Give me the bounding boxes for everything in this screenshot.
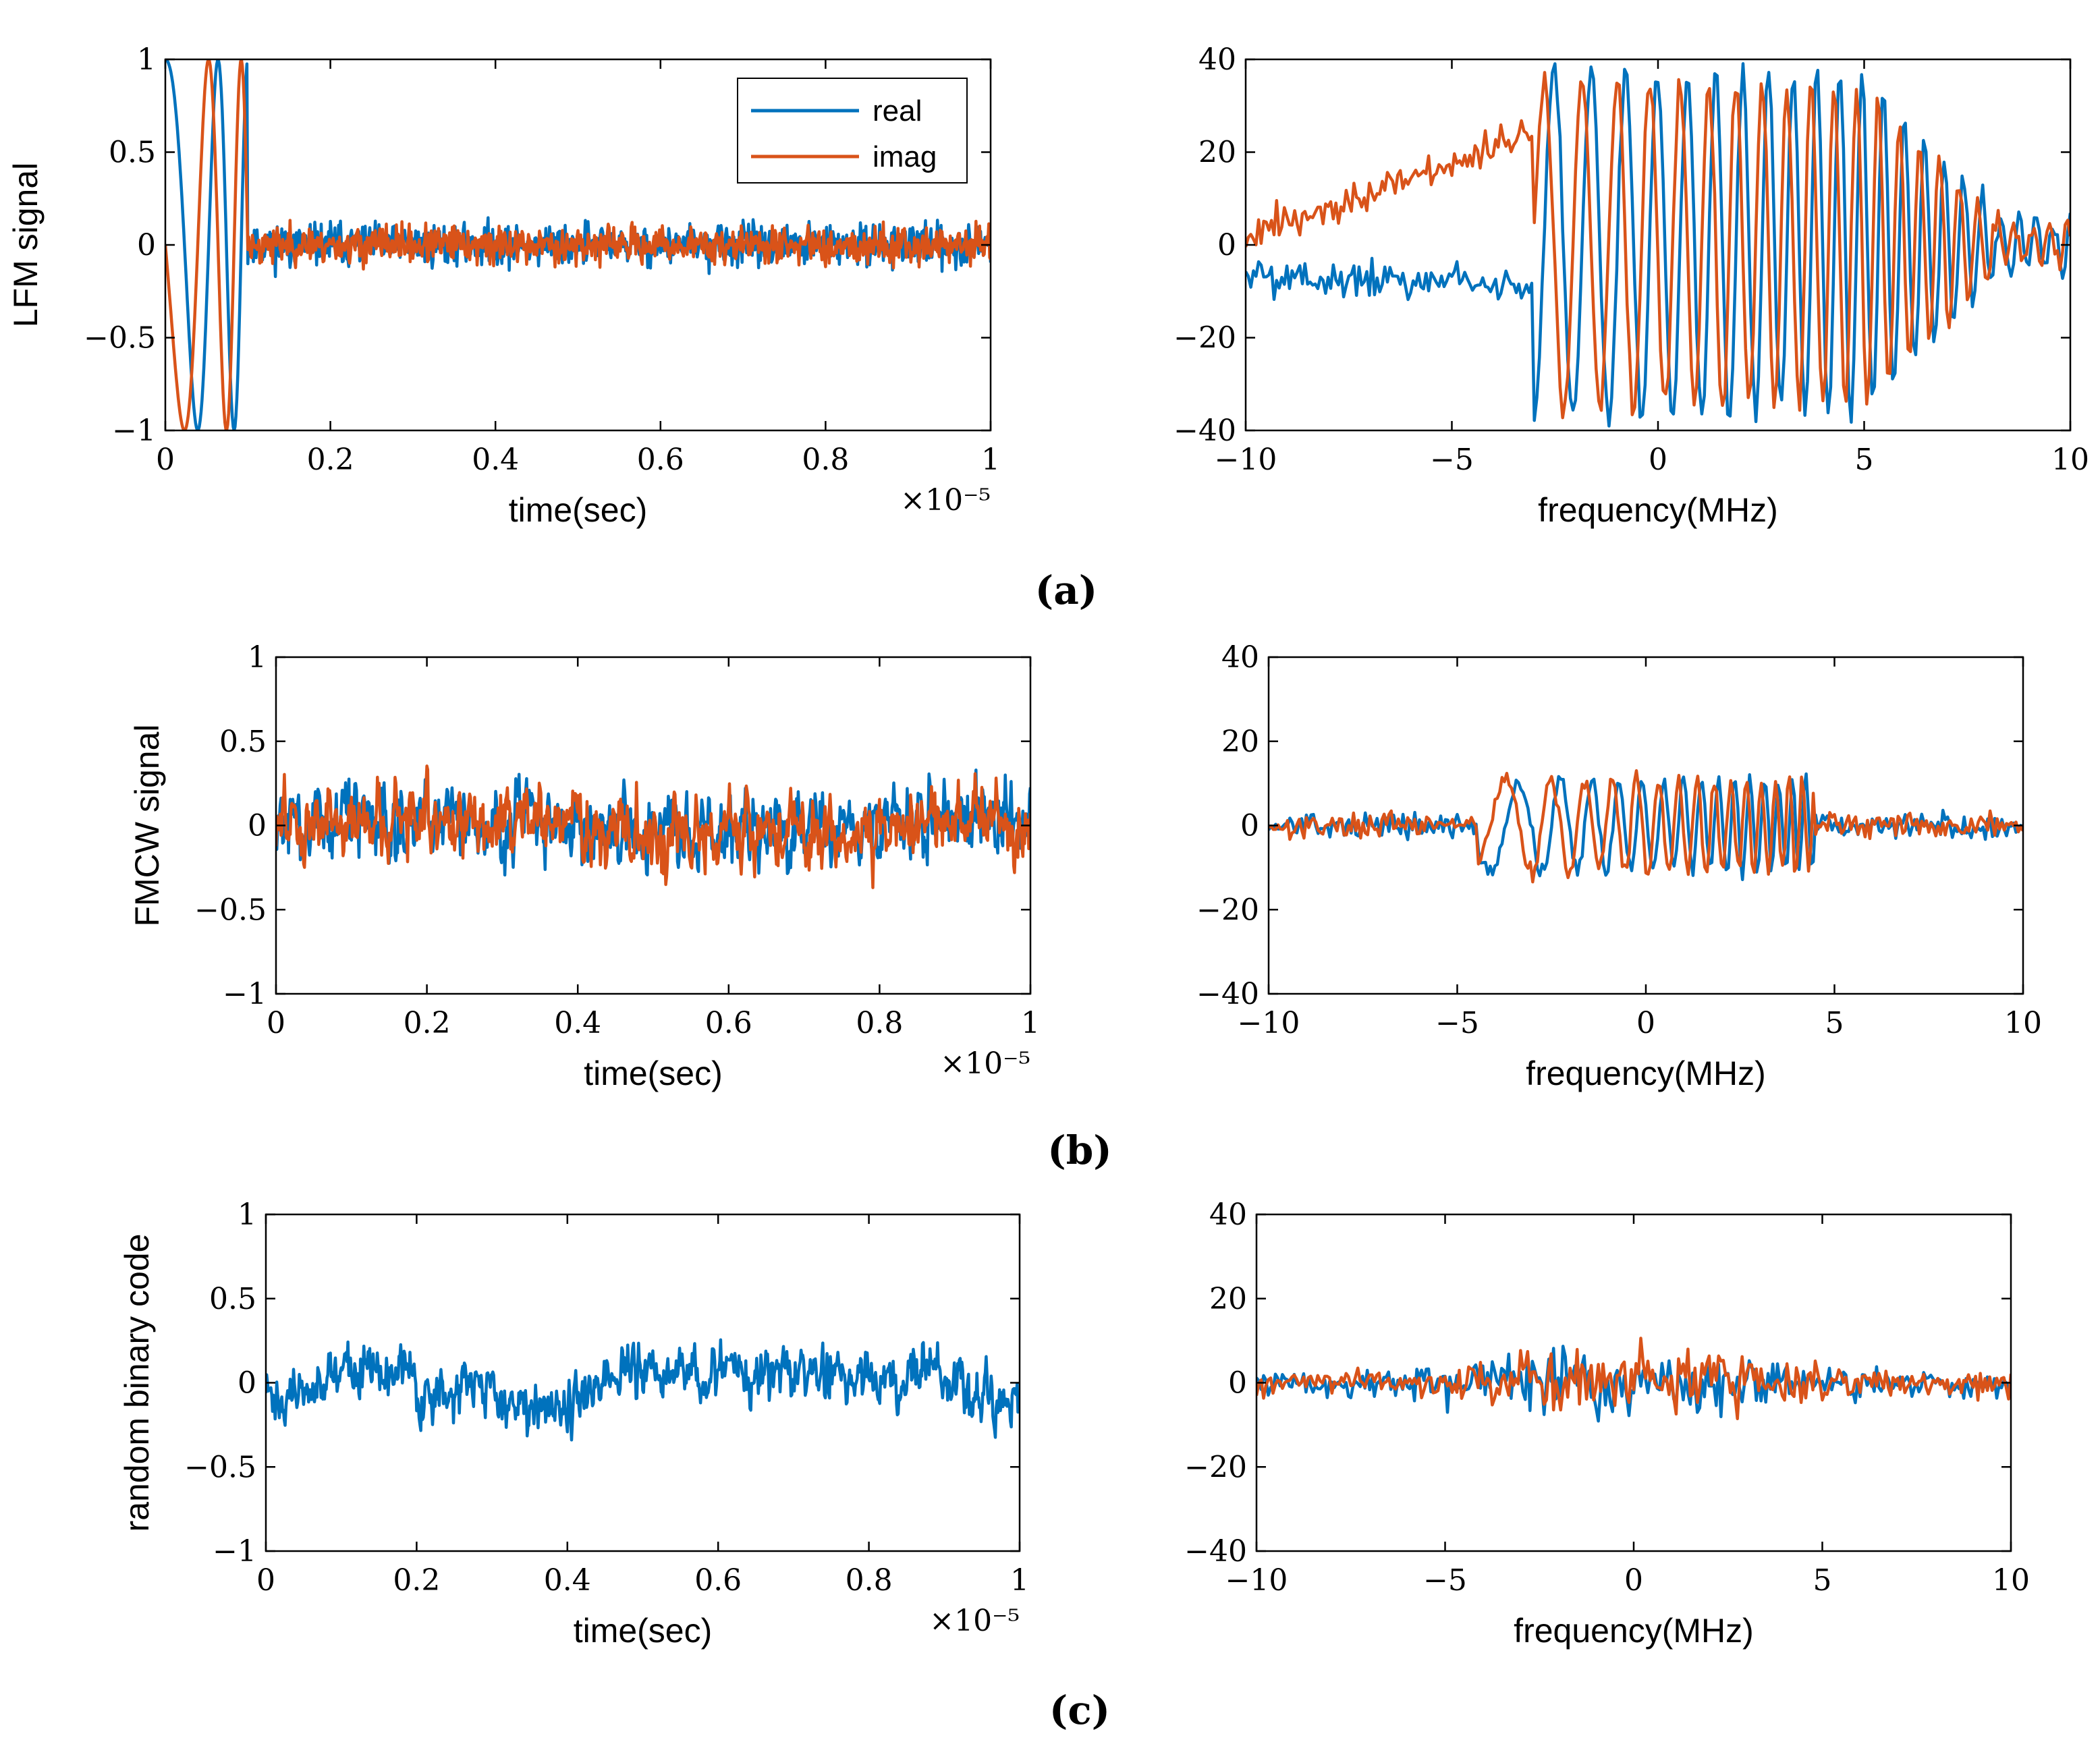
y-tick-label: 1	[238, 1198, 256, 1232]
x-tick-label: 0.6	[705, 1006, 752, 1040]
x-tick-label: 5	[1813, 1563, 1832, 1598]
x-axis-label: time(sec)	[574, 1612, 713, 1650]
x-tick-label: 0	[267, 1006, 285, 1040]
y-tick-label: 0	[238, 1366, 256, 1401]
y-tick-label: 1	[137, 43, 156, 77]
x-tick-label: 0.6	[637, 443, 684, 477]
series-line-imag	[1269, 769, 2023, 884]
x-tick-label: 10	[2051, 443, 2089, 477]
x-axis-multiplier: ×10⁻⁵	[900, 483, 991, 517]
y-axis-label: FMCW signal	[128, 724, 166, 926]
x-axis-label: time(sec)	[509, 491, 648, 529]
x-tick-label: 0	[1636, 1006, 1655, 1040]
legend: real imag	[737, 78, 968, 184]
y-tick-label: −0.5	[184, 1450, 256, 1484]
legend-label-imag: imag	[873, 140, 937, 173]
chart-c-time: 0 0.2 0.4 0.6 0.8 1 −1 −0.5 0 0.5 1 time(sec) random…	[118, 1198, 1029, 1650]
x-tick-label: 0.8	[856, 1006, 903, 1040]
series-line-real	[1246, 62, 2070, 428]
chart-b-freq: −10 −5 0 5 10 −40 −20 0 20 40 frequency(MHz)	[1196, 640, 2042, 1092]
x-axis-multiplier: ×10⁻⁵	[929, 1604, 1020, 1638]
subfigure-label-c: (c)	[1049, 1687, 1110, 1733]
x-tick-label: 0.2	[404, 1006, 451, 1040]
chart-c-freq: −10 −5 0 5 10 −40 −20 0 20 40 frequency(MHz)	[1184, 1198, 2030, 1650]
x-tick-label: 10	[1992, 1563, 2030, 1598]
y-tick-label: 0	[1217, 228, 1236, 262]
chart-b-time: 0 0.2 0.4 0.6 0.8 1 −1 −0.5 0 0.5 1 time(sec) FMCW s…	[128, 640, 1040, 1092]
y-tick-label: 0.5	[109, 136, 156, 170]
x-tick-label: 0.2	[393, 1563, 440, 1598]
x-axis-label: frequency(MHz)	[1526, 1055, 1766, 1092]
x-axis-multiplier: ×10⁻⁵	[940, 1046, 1030, 1081]
x-axis-label: time(sec)	[584, 1055, 723, 1092]
x-tick-label: 1	[1010, 1563, 1029, 1598]
y-tick-label: −20	[1184, 1450, 1247, 1484]
y-tick-label: 40	[1209, 1198, 1247, 1232]
y-tick-label: −20	[1173, 321, 1236, 356]
series-line-imag	[1256, 1337, 2011, 1420]
series-line-imag	[276, 764, 1030, 889]
y-tick-label: 40	[1221, 640, 1259, 675]
y-tick-label: −20	[1196, 893, 1259, 927]
x-tick-label: 0	[1624, 1563, 1643, 1598]
x-tick-label: 10	[2004, 1006, 2042, 1040]
x-tick-label: 0	[156, 443, 175, 477]
x-tick-label: 0.4	[544, 1563, 591, 1598]
legend-box	[737, 78, 968, 184]
x-tick-label: 0.8	[802, 443, 849, 477]
subfigure-label-b: (b)	[1047, 1127, 1111, 1173]
x-tick-label: −5	[1423, 1563, 1467, 1598]
x-axis-label: frequency(MHz)	[1538, 491, 1778, 529]
y-tick-label: −40	[1184, 1534, 1247, 1569]
series-line-real	[266, 1338, 1020, 1442]
y-tick-label: 1	[248, 640, 267, 675]
y-tick-label: 0	[1228, 1366, 1247, 1401]
y-tick-label: −0.5	[84, 321, 156, 356]
chart-a-time: 0 0.2 0.4 0.6 0.8 1 −1 −0.5 0 0.5 1 time(sec) LFM si…	[7, 43, 1000, 529]
x-tick-label: 5	[1855, 443, 1874, 477]
y-tick-label: −1	[112, 414, 156, 448]
y-tick-label: 0.5	[219, 725, 267, 759]
x-tick-label: −10	[1238, 1006, 1300, 1040]
y-tick-label: 0.5	[209, 1282, 256, 1316]
y-tick-label: 0	[137, 228, 156, 262]
legend-label-real: real	[873, 94, 922, 128]
y-tick-label: −1	[213, 1534, 256, 1569]
series-line-imag	[1246, 71, 2070, 420]
x-tick-label: −10	[1225, 1563, 1288, 1598]
x-tick-label: 1	[981, 443, 1000, 477]
x-axis-label: frequency(MHz)	[1514, 1612, 1754, 1650]
y-tick-label: 20	[1209, 1282, 1247, 1316]
y-tick-label: 0	[248, 809, 267, 843]
y-axis-label: LFM signal	[7, 163, 45, 328]
y-tick-label: −40	[1196, 977, 1259, 1011]
x-tick-label: 0.2	[307, 443, 354, 477]
x-tick-label: 0.4	[472, 443, 519, 477]
x-tick-label: −5	[1430, 443, 1474, 477]
x-tick-label: 5	[1825, 1006, 1844, 1040]
y-tick-label: −0.5	[194, 893, 267, 927]
subfigure-label-a: (a)	[1035, 567, 1097, 613]
x-tick-label: 0.4	[554, 1006, 601, 1040]
x-tick-label: −5	[1435, 1006, 1479, 1040]
y-tick-label: 20	[1198, 136, 1236, 170]
x-tick-label: 0	[256, 1563, 275, 1598]
x-tick-label: 0	[1649, 443, 1667, 477]
x-tick-label: −10	[1215, 443, 1277, 477]
y-tick-label: 0	[1240, 809, 1259, 843]
y-tick-label: −40	[1173, 414, 1236, 448]
y-tick-label: 40	[1198, 43, 1236, 77]
plots-layer: 0 0.2 0.4 0.6 0.8 1 −1 −0.5 0 0.5 1 time(sec) LFM si…	[7, 43, 2089, 1650]
x-tick-label: 1	[1021, 1006, 1040, 1040]
series-line-imag	[165, 59, 991, 430]
y-tick-label: 20	[1221, 725, 1259, 759]
y-axis-label: random binary code	[118, 1234, 156, 1532]
chart-a-freq: −10 −5 0 5 10 −40 −20 0 20 40 frequency(MHz)	[1173, 43, 2089, 529]
y-tick-label: −1	[223, 977, 267, 1011]
x-tick-label: 0.8	[846, 1563, 893, 1598]
x-tick-label: 0.6	[694, 1563, 742, 1598]
